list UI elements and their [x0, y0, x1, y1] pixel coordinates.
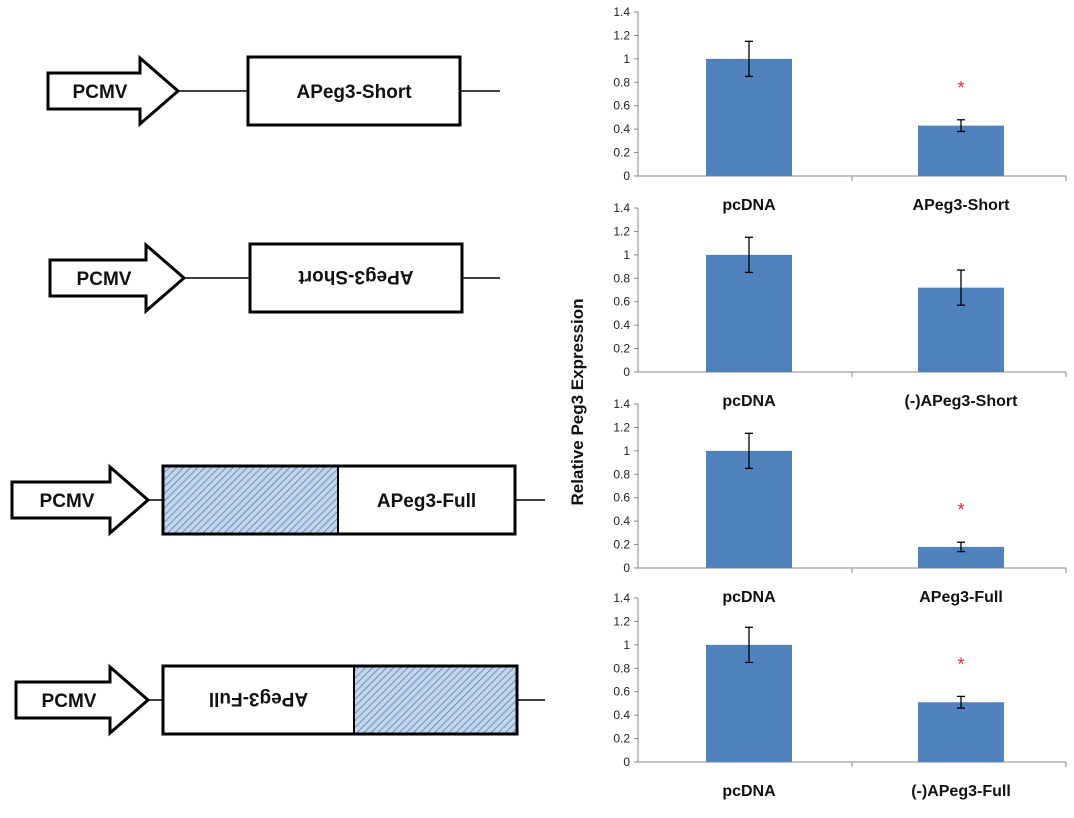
promoter-arrow [48, 241, 187, 315]
y-tick-label: 0.4 [613, 514, 630, 528]
bar [706, 254, 792, 372]
category-label: pcDNA [722, 393, 776, 410]
y-tick-label: 0.6 [613, 491, 630, 505]
y-tick-label: 0.2 [613, 538, 630, 552]
promoter-arrow [14, 663, 151, 737]
y-tick-label: 0.6 [613, 685, 630, 699]
insert-label: APeg3-Short [298, 266, 414, 287]
y-tick-label: 0.8 [613, 661, 630, 675]
y-tick-label: 1.2 [613, 614, 630, 628]
chart-1: 0 0.2 0.4 0.6 0.8 1 1.2 1.4 pcDNA * APeg3-Short [613, 5, 1067, 214]
construct-3: PCMV APeg3-Full [10, 463, 545, 537]
y-tick-label: 0.2 [613, 342, 630, 356]
y-tick-label: 1.2 [613, 28, 630, 42]
y-tick-label: 0.8 [613, 271, 630, 285]
significance-marker: * [957, 78, 964, 98]
y-tick-label: 0 [623, 365, 630, 379]
bar-charts: 0 0.2 0.4 0.6 0.8 1 1.2 1.4 pcDNA * APeg3-Short 0 0.… [613, 5, 1067, 800]
chart-2: 0 0.2 0.4 0.6 0.8 1 1.2 1.4 pcDNA (-)APeg3-Short [613, 201, 1067, 410]
y-tick-label: 0.8 [613, 467, 630, 481]
y-tick-label: 0.2 [613, 732, 630, 746]
y-tick-label: 1.4 [613, 591, 630, 605]
category-label: APeg3-Full [919, 589, 1003, 606]
bar [706, 644, 792, 762]
bar [918, 702, 1004, 762]
category-label: (-)APeg3-Short [905, 393, 1019, 410]
y-tick-label: 1.4 [613, 397, 630, 411]
y-tick-label: 1 [623, 248, 630, 262]
y-tick-label: 1.4 [613, 5, 630, 19]
y-tick-label: 0.4 [613, 122, 630, 136]
hatched-region [354, 666, 517, 734]
category-label: pcDNA [722, 589, 776, 606]
y-tick-label: 1.2 [613, 420, 630, 434]
category-label: pcDNA [722, 783, 776, 800]
construct-1: PCMV APeg3-Short [46, 54, 500, 128]
bar [706, 450, 792, 568]
y-tick-label: 1.4 [613, 201, 630, 215]
y-tick-label: 0 [623, 169, 630, 183]
category-label: pcDNA [722, 197, 776, 214]
y-tick-label: 0.4 [613, 708, 630, 722]
chart-4: 0 0.2 0.4 0.6 0.8 1 1.2 1.4 pcDNA * (-)APeg3-Full [613, 591, 1067, 800]
bar [706, 58, 792, 176]
chart-3: 0 0.2 0.4 0.6 0.8 1 1.2 1.4 pcDNA * APeg3-Full [613, 397, 1067, 606]
y-tick-label: 0.8 [613, 75, 630, 89]
y-tick-label: 1.2 [613, 224, 630, 238]
construct-4: PCMV APeg3-Full [14, 663, 545, 737]
hatched-region [163, 466, 338, 534]
bar [918, 125, 1004, 176]
y-tick-label: 1 [623, 52, 630, 66]
y-tick-label: 0.4 [613, 318, 630, 332]
construct-2: PCMV APeg3-Short [48, 241, 500, 315]
y-axis-label: Relative Peg3 Expression [568, 299, 587, 506]
insert-label: APeg3-Short [296, 82, 412, 103]
promoter-arrow [10, 463, 151, 537]
y-tick-label: 0.6 [613, 99, 630, 113]
promoter-label: PCMV [77, 269, 132, 290]
insert-label: APeg3-Full [209, 688, 308, 709]
y-tick-label: 0.6 [613, 295, 630, 309]
y-tick-label: 1 [623, 444, 630, 458]
promoter-label: PCMV [73, 82, 128, 103]
y-tick-label: 0 [623, 755, 630, 769]
bar [918, 546, 1004, 568]
insert-label: APeg3-Full [377, 491, 476, 512]
significance-marker: * [957, 654, 964, 674]
y-tick-label: 0 [623, 561, 630, 575]
significance-marker: * [957, 500, 964, 520]
promoter-arrow [46, 54, 181, 128]
promoter-label: PCMV [42, 691, 97, 712]
category-label: APeg3-Short [913, 197, 1011, 214]
category-label: (-)APeg3-Full [911, 783, 1011, 800]
promoter-label: PCMV [40, 491, 95, 512]
construct-diagrams: PCMV APeg3-Short PCMV APeg3-Short PCMV APeg3-… [10, 54, 545, 737]
y-tick-label: 1 [623, 638, 630, 652]
y-tick-label: 0.2 [613, 146, 630, 160]
